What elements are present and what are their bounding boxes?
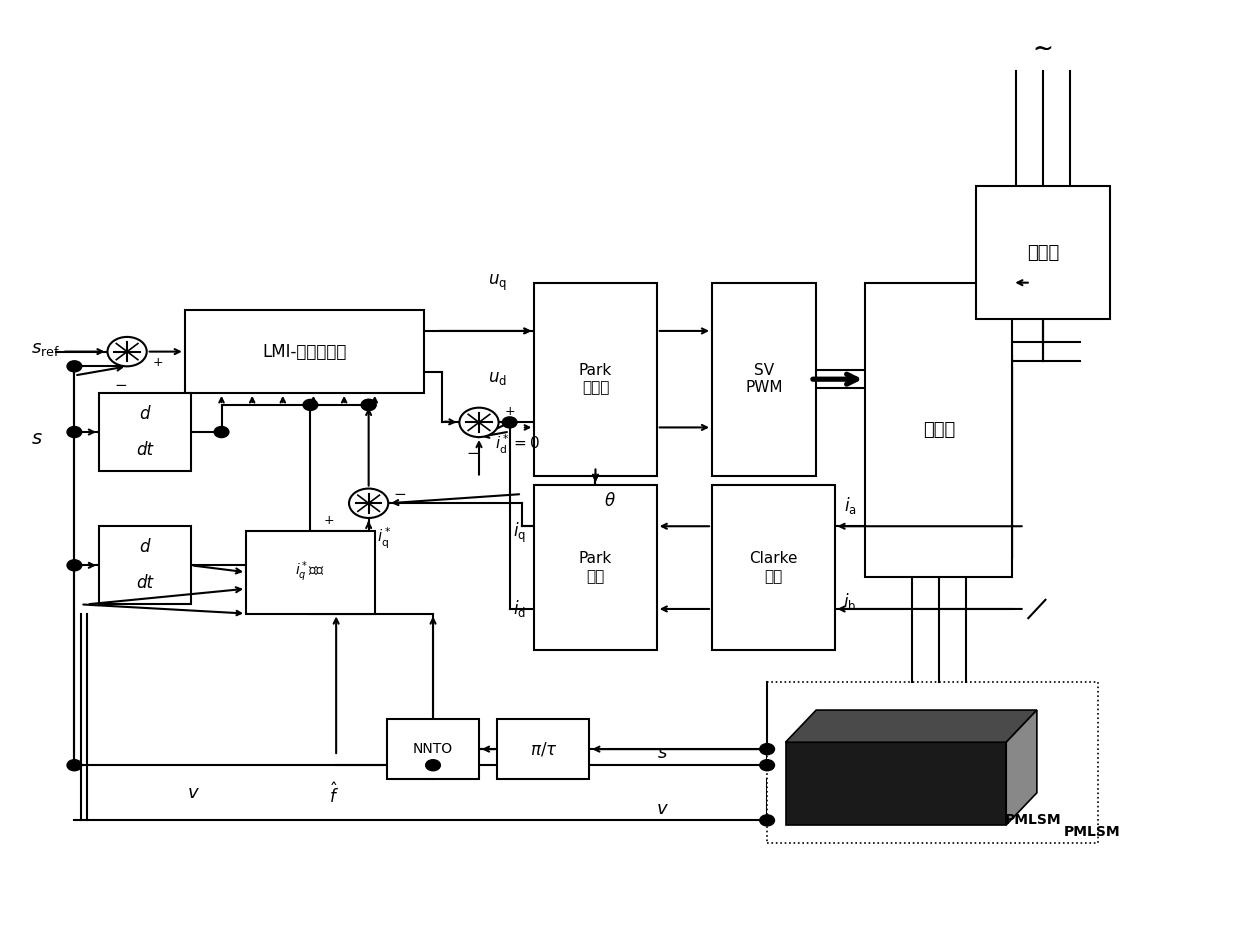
Text: $-$: $-$ xyxy=(466,444,480,459)
Text: $i_q^*$计算: $i_q^*$计算 xyxy=(295,560,326,584)
Text: $-$: $-$ xyxy=(114,375,128,391)
Circle shape xyxy=(108,337,146,367)
Text: PMLSM: PMLSM xyxy=(1064,826,1121,840)
Text: $i_{\rm b}$: $i_{\rm b}$ xyxy=(843,592,857,612)
Text: $i_{\rm q}$: $i_{\rm q}$ xyxy=(512,521,526,545)
FancyBboxPatch shape xyxy=(534,485,657,650)
Circle shape xyxy=(760,815,775,826)
Text: dt: dt xyxy=(136,441,154,459)
Text: $u_{\rm d}$: $u_{\rm d}$ xyxy=(489,369,507,387)
FancyBboxPatch shape xyxy=(387,719,479,779)
Text: Clarke
变换: Clarke 变换 xyxy=(749,551,797,584)
Text: $-$: $-$ xyxy=(393,484,407,499)
FancyBboxPatch shape xyxy=(534,283,657,476)
Polygon shape xyxy=(1006,710,1037,825)
Text: Park
逆变换: Park 逆变换 xyxy=(579,363,613,396)
FancyBboxPatch shape xyxy=(99,526,191,605)
Text: NNTO: NNTO xyxy=(413,742,453,756)
Polygon shape xyxy=(785,710,1037,743)
Text: $\pi/\tau$: $\pi/\tau$ xyxy=(529,740,557,759)
Text: ~: ~ xyxy=(1034,38,1053,58)
FancyBboxPatch shape xyxy=(246,531,374,614)
Text: $s_{\rm ref}$: $s_{\rm ref}$ xyxy=(31,340,61,358)
Text: +: + xyxy=(153,356,164,369)
Text: $\hat{f}$: $\hat{f}$ xyxy=(330,783,340,807)
Circle shape xyxy=(760,744,775,755)
Text: d: d xyxy=(140,405,150,423)
Text: $s$: $s$ xyxy=(657,745,668,762)
Circle shape xyxy=(215,426,229,438)
Text: $\theta$: $\theta$ xyxy=(604,493,616,510)
Text: 逆变器: 逆变器 xyxy=(923,421,955,439)
Text: $v$: $v$ xyxy=(187,784,200,801)
Text: Park
变换: Park 变换 xyxy=(579,551,613,584)
Circle shape xyxy=(459,408,498,437)
Text: d: d xyxy=(140,538,150,556)
Text: $i_{\rm d}^*=0$: $i_{\rm d}^*=0$ xyxy=(495,433,539,456)
Text: $i_{\rm q}^*$: $i_{\rm q}^*$ xyxy=(377,526,392,551)
Text: $s$: $s$ xyxy=(31,429,43,449)
FancyBboxPatch shape xyxy=(99,393,191,471)
FancyBboxPatch shape xyxy=(976,187,1111,319)
Text: +: + xyxy=(505,405,516,418)
FancyBboxPatch shape xyxy=(185,311,424,393)
Polygon shape xyxy=(785,743,1006,825)
Circle shape xyxy=(303,399,317,411)
Text: $i_{\rm a}$: $i_{\rm a}$ xyxy=(844,494,857,516)
FancyBboxPatch shape xyxy=(497,719,589,779)
Text: 整流器: 整流器 xyxy=(1027,244,1059,262)
Circle shape xyxy=(348,489,388,518)
FancyBboxPatch shape xyxy=(712,485,835,650)
Circle shape xyxy=(361,399,376,411)
Circle shape xyxy=(67,759,82,771)
FancyBboxPatch shape xyxy=(866,283,1012,577)
Text: +: + xyxy=(324,514,335,527)
Text: $v$: $v$ xyxy=(656,801,670,818)
Text: $u_{\rm q}$: $u_{\rm q}$ xyxy=(489,272,507,293)
FancyBboxPatch shape xyxy=(768,683,1099,843)
Text: $i_{\rm d}$: $i_{\rm d}$ xyxy=(512,598,526,620)
Circle shape xyxy=(425,759,440,771)
Circle shape xyxy=(67,426,82,438)
Text: dt: dt xyxy=(136,575,154,592)
Circle shape xyxy=(361,399,376,411)
Text: PMLSM: PMLSM xyxy=(1004,813,1061,827)
Circle shape xyxy=(502,417,517,428)
FancyBboxPatch shape xyxy=(712,283,816,476)
Text: ~: ~ xyxy=(1033,36,1054,61)
Text: LMI-滑模控制器: LMI-滑模控制器 xyxy=(262,342,346,361)
Circle shape xyxy=(67,361,82,372)
Circle shape xyxy=(67,560,82,571)
Text: SV
PWM: SV PWM xyxy=(745,363,782,396)
Circle shape xyxy=(760,759,775,771)
